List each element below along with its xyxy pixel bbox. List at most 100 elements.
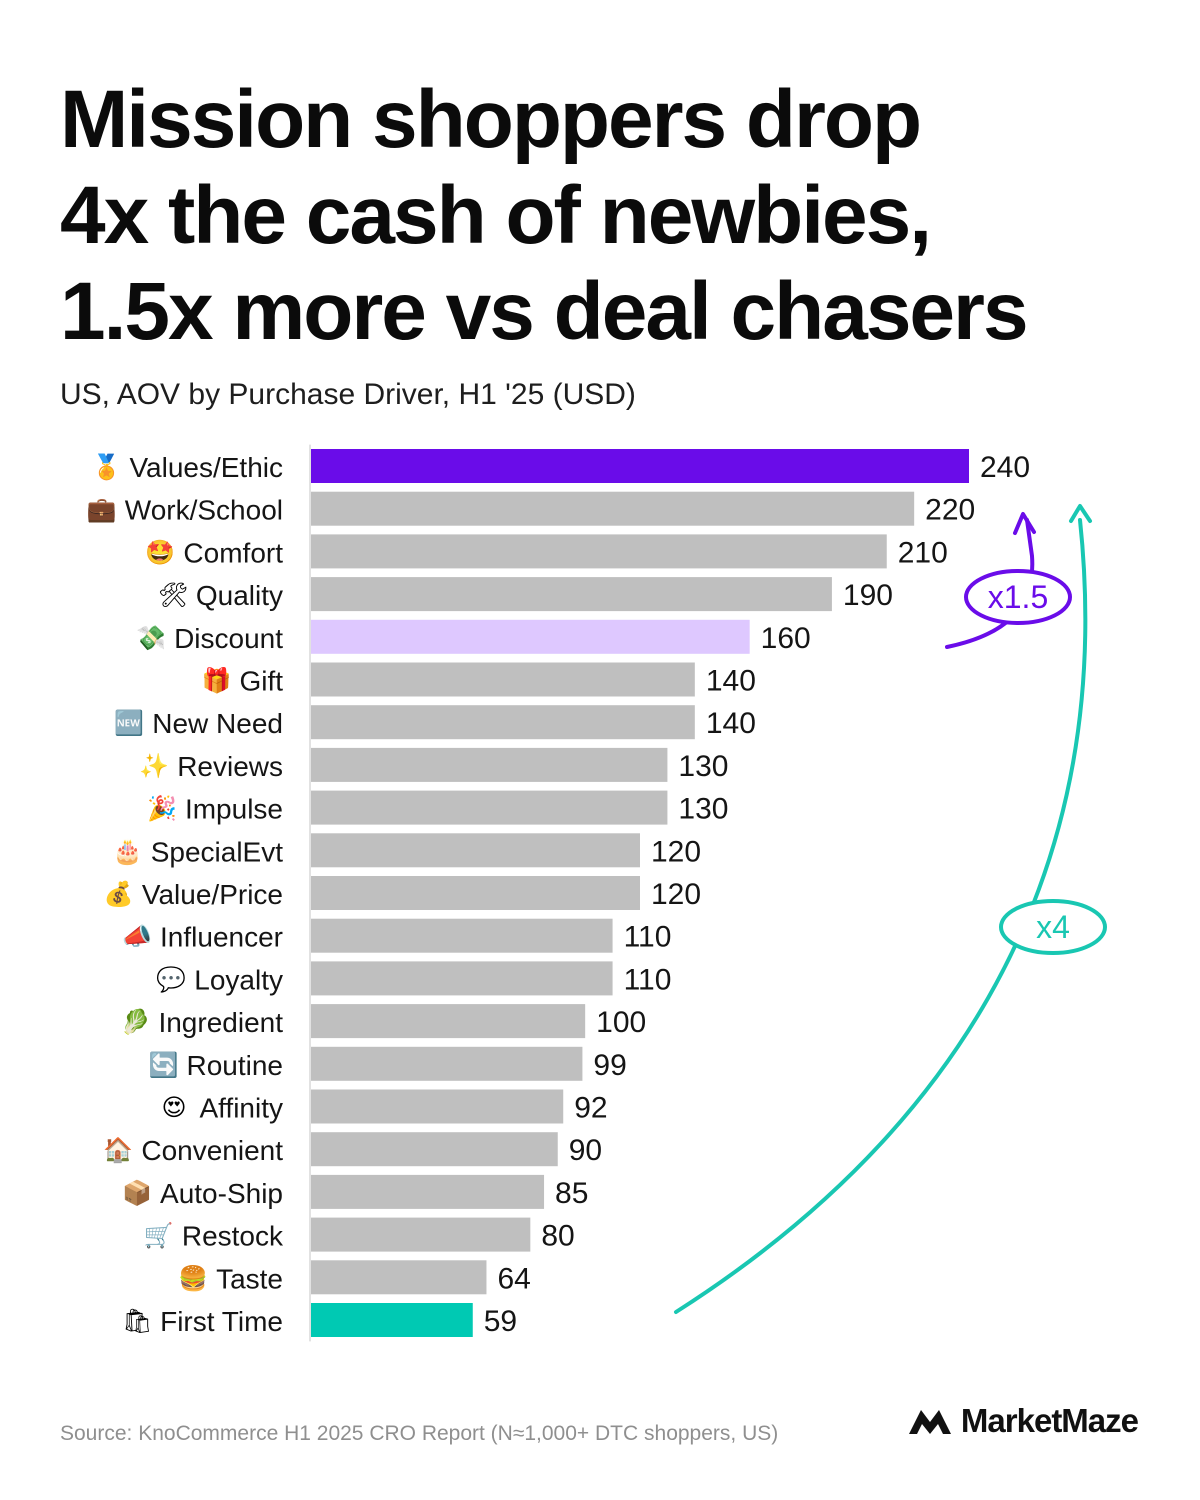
x1-5-annotation-label: x1.5 <box>988 579 1048 615</box>
bar-new-need <box>311 705 695 740</box>
category-label-influencer: Influencer <box>160 922 283 953</box>
bar-affinity <box>311 1089 564 1124</box>
value-label-loyalty: 110 <box>624 963 672 996</box>
bar-routine <box>311 1046 583 1081</box>
brand: MarketMaze <box>907 1402 1139 1440</box>
x1-5-arrowhead <box>1013 512 1036 535</box>
value-label-restock: 80 <box>541 1220 574 1253</box>
burger-icon: 🍔 <box>178 1264 208 1292</box>
star-struck-face-icon: 🤩 <box>145 538 175 566</box>
category-label-taste: Taste <box>216 1263 283 1294</box>
heart-eyes-face-icon: 😍 <box>161 1094 186 1122</box>
money-bag-icon: 💰 <box>104 880 134 908</box>
headline-line-2: 4x the cash of newbies, <box>60 170 932 261</box>
value-label-new-need: 140 <box>706 707 756 740</box>
x1-5-badge <box>964 569 1072 625</box>
value-label-quality: 190 <box>843 579 893 612</box>
shopping-cart-icon: 🛒 <box>144 1222 174 1250</box>
headline: Mission shoppers drop 4x the cash of new… <box>60 72 1160 360</box>
value-label-routine: 99 <box>593 1049 626 1082</box>
speech-bubble-icon: 💬 <box>156 965 186 993</box>
source-note: Source: KnoCommerce H1 2025 CRO Report (… <box>60 1422 779 1445</box>
value-label-ingredient: 100 <box>596 1006 646 1039</box>
leafy-green-icon: 🥬 <box>120 1008 150 1036</box>
hammer-wrench-icon: 🛠 <box>158 581 188 609</box>
bar-value-price <box>311 876 640 910</box>
value-label-comfort: 210 <box>898 536 948 569</box>
bar-impulse <box>311 790 668 825</box>
category-label-convenient: Convenient <box>141 1135 283 1166</box>
brand-name: MarketMaze <box>960 1402 1139 1439</box>
package-icon: 📦 <box>122 1179 152 1207</box>
bar-auto-ship <box>311 1174 545 1209</box>
gift-icon: 🎁 <box>201 667 231 695</box>
value-label-work-school: 220 <box>925 494 975 527</box>
category-label-ingredient: Ingredient <box>158 1007 283 1038</box>
party-popper-icon: 🎉 <box>147 795 177 823</box>
value-label-auto-ship: 85 <box>555 1177 588 1210</box>
value-label-value-price: 120 <box>651 878 701 911</box>
value-label-values-ethic: 240 <box>980 451 1030 484</box>
bar-ingredient <box>311 1004 586 1039</box>
bar-gift <box>311 662 695 697</box>
category-label-work-school: Work/School <box>125 495 283 526</box>
money-wings-icon: 💸 <box>136 624 166 652</box>
bar-specialevt <box>311 833 640 868</box>
bar-loyalty <box>311 961 613 996</box>
x4-badge <box>999 899 1107 955</box>
chart-subtitle: US, AOV by Purchase Driver, H1 '25 (USD) <box>60 378 636 411</box>
medal-icon: 🏅 <box>91 453 121 481</box>
new-badge-icon: 🆕 <box>114 709 144 737</box>
category-label-specialevt: SpecialEvt <box>151 836 284 867</box>
headline-line-1: Mission shoppers drop <box>60 74 922 165</box>
category-label-reviews: Reviews <box>177 751 283 782</box>
category-label-impulse: Impulse <box>185 794 283 825</box>
category-label-comfort: Comfort <box>183 537 283 568</box>
value-label-taste: 64 <box>497 1262 530 1295</box>
category-label-gift: Gift <box>239 666 283 697</box>
marketmaze-logo-icon <box>908 1410 951 1434</box>
repeat-arrows-icon: 🔄 <box>148 1051 178 1079</box>
bar-influencer <box>311 918 613 953</box>
value-label-affinity: 92 <box>574 1092 607 1125</box>
x4-annotation-label: x4 <box>1036 909 1070 945</box>
value-label-specialevt: 120 <box>651 835 701 868</box>
bar-values-ethic <box>311 449 969 483</box>
sparkles-icon: ✨ <box>139 752 169 780</box>
house-icon: 🏠 <box>103 1136 133 1164</box>
x4-arrow-line <box>674 518 1088 1314</box>
category-label-value-price: Value/Price <box>142 879 283 910</box>
shopping-bags-icon: 🛍 <box>122 1307 152 1335</box>
value-label-reviews: 130 <box>678 750 728 783</box>
value-label-convenient: 90 <box>569 1134 602 1167</box>
category-label-new-need: New Need <box>152 708 283 739</box>
bar-comfort <box>311 534 887 569</box>
category-label-restock: Restock <box>182 1221 284 1252</box>
briefcase-icon: 💼 <box>87 496 117 524</box>
bar-restock <box>311 1217 531 1252</box>
headline-line-3: 1.5x more vs deal chasers <box>60 266 1029 357</box>
bar-first-time <box>311 1303 473 1337</box>
birthday-cake-icon: 🎂 <box>113 836 143 865</box>
value-label-impulse: 130 <box>678 793 728 826</box>
bar-taste <box>311 1260 487 1295</box>
value-label-discount: 160 <box>761 622 811 655</box>
value-label-gift: 140 <box>706 665 756 698</box>
category-label-auto-ship: Auto-Ship <box>160 1178 283 1209</box>
bar-reviews <box>311 747 668 782</box>
bar-discount <box>311 619 750 654</box>
category-label-discount: Discount <box>174 623 283 654</box>
category-label-values-ethic: Values/Ethic <box>129 452 283 483</box>
megaphone-icon: 📣 <box>122 923 152 951</box>
bar-convenient <box>311 1132 558 1167</box>
category-label-first-time: First Time <box>160 1306 283 1337</box>
bar-work-school <box>311 491 915 526</box>
category-label-loyalty: Loyalty <box>194 964 283 995</box>
value-label-influencer: 110 <box>624 921 672 954</box>
x4-arrowhead <box>1069 504 1092 523</box>
value-label-first-time: 59 <box>484 1305 517 1338</box>
bar-quality <box>311 577 832 612</box>
category-label-routine: Routine <box>186 1050 283 1081</box>
category-label-affinity: Affinity <box>199 1093 283 1124</box>
